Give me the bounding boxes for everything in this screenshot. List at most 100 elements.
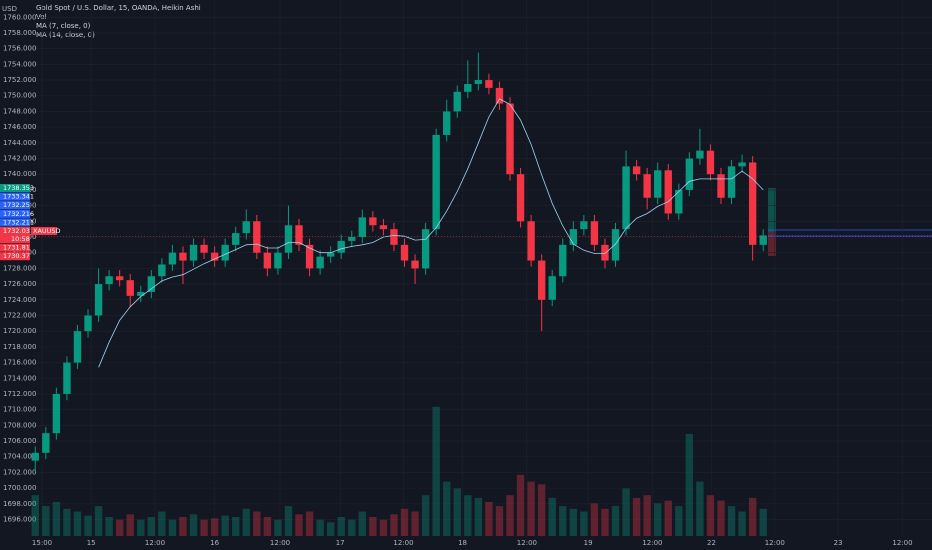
price-tag-label: 1730.37 xyxy=(3,252,30,260)
time-axis xyxy=(30,536,932,550)
volume-bar xyxy=(179,516,187,536)
volume-bar xyxy=(316,519,324,536)
y-tick-label: 1722.000 xyxy=(3,311,36,319)
volume-bar xyxy=(31,495,39,536)
price-tag xyxy=(0,209,30,218)
volume-bar xyxy=(210,518,219,536)
volume-bar xyxy=(421,495,430,536)
candle-body xyxy=(685,158,694,190)
candle-body xyxy=(84,315,92,332)
x-tick-label: 15:00 xyxy=(32,539,52,547)
volume-bar xyxy=(390,514,398,536)
volume-bar xyxy=(622,488,630,536)
candle-body xyxy=(611,229,620,261)
volume-bar xyxy=(759,508,767,536)
volume-bar xyxy=(654,503,662,536)
volume-bar xyxy=(411,511,419,536)
y-tick-label: 1756.000 xyxy=(3,45,36,53)
candle-body xyxy=(654,170,662,198)
candle-body xyxy=(94,284,103,316)
y-tick-label: 1748.000 xyxy=(3,107,36,115)
x-tick-label: 12:00 xyxy=(765,539,785,547)
y-tick-label: 1716.000 xyxy=(3,359,36,367)
price-tag xyxy=(0,192,30,201)
volume-bar xyxy=(464,495,472,536)
candle-body xyxy=(738,162,746,167)
x-tick-label: 12:00 xyxy=(393,539,413,547)
volume-bar xyxy=(189,514,198,536)
candle-body xyxy=(263,252,272,269)
y-tick-label: 1700.000 xyxy=(3,484,36,492)
candle-body xyxy=(664,170,672,214)
volume-bar xyxy=(580,511,588,536)
candle-body xyxy=(675,189,683,214)
candle-body xyxy=(559,244,567,277)
volume-bar xyxy=(474,497,483,536)
candle-body xyxy=(337,240,345,253)
x-tick-label: 12:00 xyxy=(145,539,165,547)
y-tick-label: 1744.000 xyxy=(3,139,36,147)
volume-bar xyxy=(263,516,272,536)
price-tag-label: 1732.216 xyxy=(3,210,34,218)
y-tick-label: 1706.000 xyxy=(3,437,36,445)
volume-bar xyxy=(73,511,82,536)
volume-bar xyxy=(348,519,356,536)
legend-item: MA (14, close, 0) xyxy=(36,31,95,39)
candle-body xyxy=(464,83,472,92)
candle-body xyxy=(759,235,767,245)
candle-body xyxy=(221,244,229,261)
volume-bar xyxy=(200,519,208,536)
volume-bar xyxy=(42,506,50,536)
countdown-tag xyxy=(0,235,30,243)
volume-bar xyxy=(400,508,409,536)
price-tag xyxy=(0,252,30,261)
volume-bar xyxy=(84,515,92,536)
volume-bar xyxy=(305,511,314,536)
x-tick-label: 12:00 xyxy=(270,539,290,547)
candle-body xyxy=(537,260,546,300)
volume-bar xyxy=(527,481,535,536)
volume-bar xyxy=(443,481,451,536)
candle-body xyxy=(696,150,704,159)
volume-bar xyxy=(569,508,578,536)
candle-body xyxy=(316,256,324,269)
volume-bar xyxy=(168,519,177,536)
candle-body xyxy=(326,252,335,257)
volume-bar xyxy=(516,474,525,536)
volume-bar xyxy=(63,508,71,536)
price-axis xyxy=(0,0,30,550)
volume-bar xyxy=(295,514,303,536)
candle-body xyxy=(63,362,71,394)
x-tick-label: 12:00 xyxy=(642,539,662,547)
candle-body xyxy=(474,80,483,84)
candle-body xyxy=(727,166,736,198)
y-tick-label: 1728.000 xyxy=(3,264,36,272)
candle-body xyxy=(42,433,50,453)
volume-bar xyxy=(137,519,145,536)
y-tick-label: 1718.000 xyxy=(3,343,36,351)
candle-body xyxy=(516,174,525,222)
x-tick-label: 23 xyxy=(834,539,843,547)
candle-body xyxy=(548,276,556,300)
candle-body xyxy=(31,452,39,461)
y-tick-label: 1712.000 xyxy=(3,390,36,398)
y-tick-label: 1696.000 xyxy=(3,516,36,524)
volume-bar xyxy=(379,519,388,536)
volume-bar xyxy=(590,503,599,536)
volume-bar xyxy=(748,497,757,536)
candle-body xyxy=(179,252,187,261)
volume-bar xyxy=(664,500,672,536)
y-tick-label: 1754.000 xyxy=(3,60,36,68)
y-tick-label: 1752.000 xyxy=(3,76,36,84)
candle-body xyxy=(52,393,61,434)
y-tick-label: 1702.000 xyxy=(3,468,36,476)
candle-body xyxy=(485,80,493,88)
candle-body xyxy=(717,174,725,198)
y-tick-label: 1708.000 xyxy=(3,421,36,429)
x-tick-label: 19 xyxy=(584,539,593,547)
x-tick-label: 12:00 xyxy=(517,539,537,547)
candle-body xyxy=(453,91,461,112)
y-tick-label: 1760.000 xyxy=(3,13,36,21)
volume-bar xyxy=(495,506,504,536)
volume-bar xyxy=(94,506,103,536)
